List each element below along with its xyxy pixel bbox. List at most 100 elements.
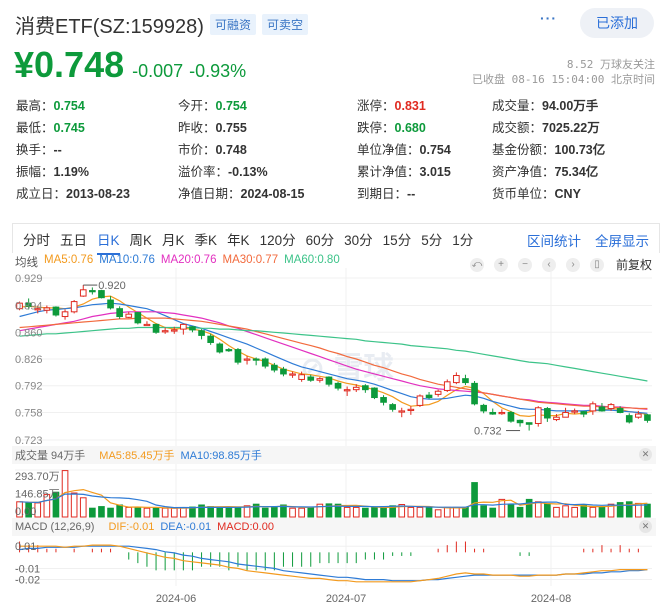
svg-text:2024-08: 2024-08 — [531, 593, 571, 605]
close-volume-icon[interactable]: ✕ — [639, 448, 652, 461]
quote-value: 3.015 — [419, 165, 451, 179]
quote-value: 94.00万手 — [542, 99, 599, 113]
quote-item: 单位净值：0.754 — [357, 139, 492, 157]
quote-item: 成立日：2013-08-23 — [16, 183, 178, 201]
quote-item: 今开：0.754 — [178, 95, 357, 113]
quote-label: 市价： — [178, 143, 216, 157]
added-watchlist-button[interactable]: 已添加 — [580, 8, 654, 38]
quote-label: 成立日： — [16, 187, 67, 201]
svg-text:0.920: 0.920 — [98, 280, 126, 292]
quote-item: 成交量：94.00万手 — [492, 95, 662, 113]
svg-text:293.70万: 293.70万 — [15, 471, 60, 483]
quote-label: 成交额： — [492, 121, 543, 135]
volume-ma10: MA10:98.85万手 — [180, 450, 262, 462]
period-tab[interactable]: 周K — [129, 232, 153, 248]
quote-label: 今开： — [178, 99, 216, 113]
fullscreen-link[interactable]: 全屏显示 — [595, 234, 649, 249]
volume-header: 成交量 94万手 MA5:85.45万手 MA10:98.85万手 ✕ — [12, 446, 656, 464]
price-change-pct: -0.93% — [189, 61, 247, 81]
period-tab[interactable]: 1分 — [452, 232, 474, 248]
quote-grid: 最高：0.754 今开：0.754 涨停：0.831 成交量：94.00万手 最低：0.… — [16, 95, 666, 201]
svg-text:⊘ 雪球: ⊘ 雪球 — [300, 352, 394, 385]
quote-value: 0.754 — [419, 143, 451, 157]
undo-icon[interactable]: ⤺ — [470, 257, 484, 272]
quote-item: 成交额：7025.22万 — [492, 117, 662, 135]
period-tab[interactable]: 五日 — [60, 232, 87, 248]
macd-value: MACD:0.00 — [217, 521, 274, 533]
svg-text:2024-07: 2024-07 — [326, 593, 366, 605]
quote-label: 资产净值： — [492, 165, 555, 179]
svg-text:0.826: 0.826 — [15, 354, 43, 366]
quote-value: -- — [53, 143, 62, 157]
svg-text:0.01: 0.01 — [15, 541, 36, 553]
zoom-out-icon[interactable]: − — [518, 257, 532, 272]
quote-item: 市价：0.748 — [178, 139, 357, 157]
ma-legend-item: MA20:0.76 — [160, 254, 217, 266]
quote-item: 换手：-- — [16, 139, 178, 157]
quote-label: 跌停： — [357, 121, 395, 135]
current-price: ¥0.748 — [14, 44, 125, 85]
margin-tag[interactable]: 可融资 — [209, 14, 256, 35]
quote-item: 跌停：0.680 — [357, 117, 492, 135]
quote-label: 最高： — [16, 99, 54, 113]
close-macd-icon[interactable]: ✕ — [639, 520, 652, 533]
quote-item: 资产净值：75.34亿 — [492, 161, 662, 179]
candlestick-chart[interactable]: ⊘ 雪球 0.929 0.894 0.860 0.826 0.792 0.758 0.723 0… — [0, 268, 672, 446]
followers-count: 8.52 万球友关注 — [566, 58, 655, 71]
quote-label: 溢价率： — [178, 165, 229, 179]
quote-value: 1.19% — [53, 165, 89, 179]
period-tab[interactable]: 月K — [162, 232, 185, 248]
quote-value: 2013-08-23 — [66, 187, 130, 201]
macd-dif: DIF:-0.01 — [108, 521, 155, 533]
prev-icon[interactable]: ‹ — [542, 257, 556, 272]
quote-value: 75.34亿 — [554, 165, 599, 179]
stock-title: 消费ETF(SZ:159928) — [15, 16, 204, 38]
range-stats-link[interactable]: 区间统计 — [527, 234, 581, 249]
quote-label: 成交量： — [492, 99, 543, 113]
quote-item: 货币单位：CNY — [492, 183, 662, 201]
svg-text:-0.02: -0.02 — [15, 575, 40, 587]
period-tab[interactable]: 15分 — [382, 232, 412, 248]
svg-text:0.00: 0.00 — [15, 506, 36, 518]
quote-value: 2024-08-15 — [240, 187, 305, 201]
more-icon[interactable]: ··· — [540, 10, 557, 26]
svg-text:0.723: 0.723 — [15, 435, 43, 446]
volume-label: 成交量 94万手 — [15, 450, 86, 462]
macd-header: MACD (12,26,9) DIF:-0.01 DEA:-0.01 MACD:… — [12, 518, 656, 536]
macd-chart[interactable]: 0.01 -0.01-0.02 2024-06 2024-07 2024-08 — [0, 536, 672, 612]
price-row: ¥0.748 -0.007 -0.93% — [14, 44, 246, 86]
zoom-in-icon[interactable]: + — [494, 257, 508, 272]
quote-item: 累计净值：3.015 — [357, 161, 492, 179]
svg-text:0.758: 0.758 — [15, 407, 43, 419]
price-adjust-toggle[interactable]: 前复权 — [616, 258, 653, 272]
quote-value: 0.754 — [215, 99, 247, 113]
period-tab[interactable]: 30分 — [344, 232, 373, 248]
quote-item: 昨收：0.755 — [178, 117, 357, 135]
period-tab[interactable]: 60分 — [305, 232, 335, 248]
quote-value: 0.745 — [53, 121, 85, 135]
volume-ma5: MA5:85.45万手 — [99, 450, 175, 462]
svg-text:0.792: 0.792 — [15, 381, 43, 393]
quote-value: 7025.22万 — [542, 121, 600, 135]
macd-label: MACD (12,26,9) — [15, 521, 95, 533]
quote-value: 0.680 — [394, 121, 426, 135]
period-tab[interactable]: 120分 — [259, 232, 296, 248]
quote-label: 基金份额： — [492, 143, 555, 157]
quote-value: 100.73亿 — [554, 143, 606, 157]
period-tab[interactable]: 日K — [97, 224, 120, 255]
period-tab[interactable]: 5分 — [421, 232, 443, 248]
market-status: 已收盘 08-16 15:04:00 北京时间 — [472, 73, 655, 86]
quote-item: 涨停：0.831 — [357, 95, 492, 113]
quote-label: 净值日期： — [178, 187, 241, 201]
quote-value: 0.748 — [215, 143, 247, 157]
period-tab[interactable]: 分时 — [23, 232, 50, 248]
stock-header: 消费ETF(SZ:159928) 可融资 可卖空 — [15, 10, 308, 39]
svg-text:2024-06: 2024-06 — [156, 593, 196, 605]
period-tab[interactable]: 年K — [227, 232, 250, 248]
next-icon[interactable]: › — [566, 257, 580, 272]
volume-chart[interactable]: 293.70万 146.85万 0.00 — [0, 464, 672, 519]
period-tab[interactable]: 季K — [194, 232, 218, 248]
quote-item: 振幅：1.19% — [16, 161, 178, 179]
candle-icon[interactable]: ▯ — [590, 257, 604, 272]
short-sell-tag[interactable]: 可卖空 — [261, 14, 308, 35]
